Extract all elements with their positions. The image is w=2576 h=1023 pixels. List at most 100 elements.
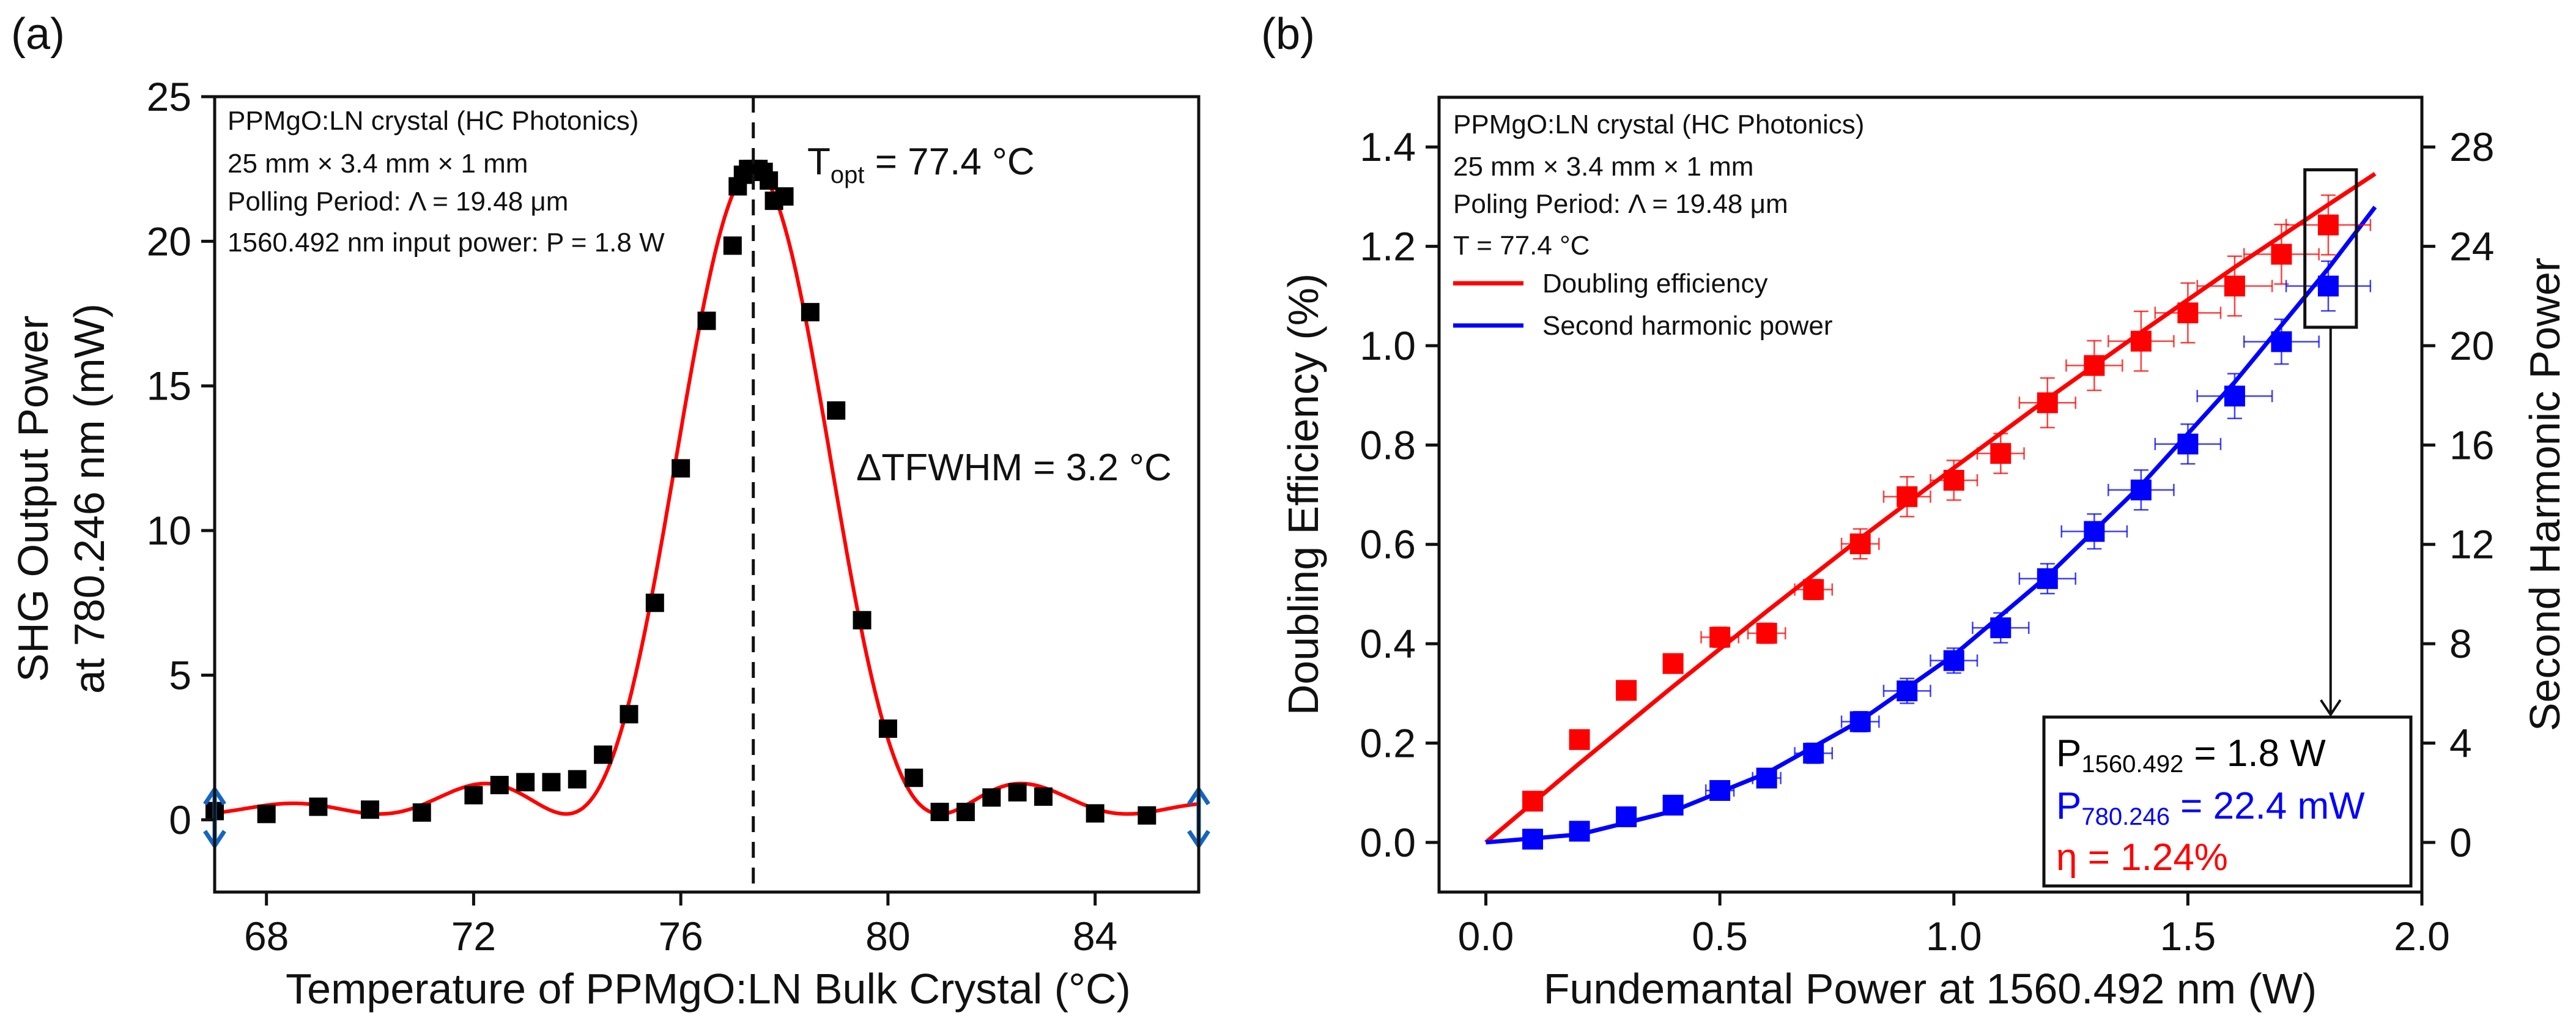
- y-tick-label: 5: [169, 652, 191, 698]
- data-point-efficiency: [1849, 533, 1871, 554]
- data-point-efficiency: [1990, 443, 2012, 464]
- data-point-efficiency: [2037, 392, 2058, 414]
- annotation-text-a: PPMgO:LN crystal (HC Photonics) 25 mm × …: [228, 106, 665, 258]
- data-point-efficiency: [1897, 486, 1918, 507]
- data-point-sh-power: [1990, 617, 2012, 639]
- data-point-efficiency: [1616, 680, 1637, 701]
- y-left-tick-label: 1.0: [1360, 323, 1416, 368]
- data-point-sh-power: [2317, 275, 2339, 297]
- y-axis-label-a-line1: SHG Output Power: [9, 315, 57, 682]
- annotation-line: 1560.492 nm input power: P = 1.8 W: [228, 228, 665, 258]
- y-right-tick-label: 16: [2449, 422, 2494, 467]
- plot-frame-a: [213, 95, 1201, 894]
- y-left-tick-label: 0.0: [1360, 820, 1416, 865]
- data-point: [516, 773, 535, 792]
- data-point: [827, 401, 846, 420]
- panel-label-b: (b): [1261, 10, 1315, 59]
- y-tick-label: 20: [147, 218, 191, 264]
- legend-label-sh-power: Second harmonic power: [1542, 311, 1832, 341]
- result-line-sh: P780.246 = 22.4 mW: [2056, 785, 2365, 830]
- annotation-line: 25 mm × 3.4 mm × 1 mm: [1453, 152, 1753, 182]
- y-right-tick-label: 20: [2449, 323, 2494, 368]
- data-point: [956, 803, 975, 822]
- data-point-sh-power: [1943, 650, 1964, 671]
- y-axis-label-a-line2: at 780.246 nm (mW): [65, 303, 113, 694]
- data-point-sh-power: [2130, 479, 2152, 500]
- data-point-sh-power: [1569, 820, 1590, 842]
- result-prefix: P: [2056, 732, 2081, 775]
- y-left-tick-label: 0.6: [1360, 522, 1416, 567]
- annotation-line: Polling Period: Λ = 19.48 μm: [228, 187, 568, 217]
- data-point: [878, 719, 897, 738]
- data-point: [1008, 783, 1027, 802]
- legend-label-efficiency: Doubling efficiency: [1542, 269, 1768, 299]
- data-point: [464, 786, 483, 805]
- data-point: [801, 303, 820, 322]
- data-point-efficiency: [2177, 302, 2199, 324]
- topt-sub: opt: [831, 162, 865, 188]
- x-tick-label: 68: [244, 913, 289, 959]
- topt-label: Topt = 77.4 °C: [807, 141, 1035, 188]
- y-left-tick-label: 0.2: [1360, 720, 1416, 765]
- y-right-tick-label: 4: [2449, 720, 2472, 765]
- data-point-efficiency: [2130, 330, 2152, 352]
- data-point: [930, 803, 949, 822]
- x-axis-label-b: Fundemantal Power at 1560.492 nm (W): [1544, 965, 2317, 1013]
- data-point-efficiency: [2317, 214, 2339, 236]
- data-points-group: [1522, 194, 2372, 850]
- x-tick-label: 1.5: [2160, 913, 2216, 959]
- data-point-efficiency: [1522, 790, 1544, 812]
- annotation-line: PPMgO:LN crystal (HC Photonics): [228, 106, 638, 136]
- data-point: [620, 705, 638, 724]
- data-point-sh-power: [2224, 385, 2245, 407]
- y-left-tick-label: 0.4: [1360, 621, 1416, 666]
- data-point-efficiency: [2084, 355, 2105, 376]
- data-point-efficiency: [1662, 653, 1684, 674]
- y-tick-label: 0: [169, 797, 191, 843]
- data-point: [568, 770, 587, 789]
- panel-b: (b) 0.0 0.5 1.0 1.5 2.0 0.0 0.2 0.4 0.6 0.8 1.0 1.2…: [1261, 10, 2569, 1013]
- panel-a: (a) 68 72 76 80 84 0 5 10 15 20 25 PPMgO:LN crysta…: [9, 10, 1210, 1013]
- result-box-text: P1560.492 = 1.8 W P780.246 = 22.4 mW η =…: [2056, 732, 2365, 879]
- data-point-sh-power: [2271, 331, 2292, 352]
- x-tick-label: 72: [451, 913, 496, 959]
- topt-suffix: = 77.4 °C: [864, 141, 1034, 183]
- result-suffix: = 22.4 mW: [2170, 785, 2365, 827]
- data-point: [775, 187, 794, 206]
- result-suffix: = 1.8 W: [2183, 732, 2326, 775]
- data-point-efficiency: [1709, 627, 1731, 648]
- y-tick-label: 15: [147, 363, 191, 409]
- annotation-line: 25 mm × 3.4 mm × 1 mm: [228, 149, 528, 179]
- data-point: [853, 611, 872, 630]
- result-sub: 780.246: [2081, 803, 2170, 830]
- y-right-tick-label: 24: [2449, 224, 2494, 269]
- data-point-sh-power: [2177, 433, 2199, 455]
- y-tick-label: 25: [147, 74, 191, 119]
- fwhm-label: ΔTFWHM = 3.2 °C: [856, 447, 1172, 489]
- data-point-sh-power: [2084, 521, 2105, 542]
- data-point-sh-power: [1803, 743, 1824, 764]
- x-tick-label: 0.0: [1458, 913, 1514, 959]
- data-point: [982, 788, 1001, 807]
- y-left-tick-label: 1.2: [1360, 224, 1416, 269]
- x-tick-label: 80: [865, 913, 910, 959]
- data-point-sh-power: [2037, 568, 2058, 589]
- data-point: [905, 768, 923, 787]
- data-point-efficiency: [2224, 275, 2245, 297]
- data-point: [697, 311, 716, 330]
- result-line-efficiency: η = 1.24%: [2056, 836, 2228, 879]
- data-point-efficiency: [1803, 579, 1824, 600]
- y-right-tick-label: 0: [2449, 820, 2472, 865]
- data-point: [1086, 804, 1105, 823]
- x-axis-label-a: Temperature of PPMgO:LN Bulk Crystal (°C…: [286, 965, 1131, 1013]
- result-prefix: P: [2056, 785, 2081, 827]
- result-line-fundamental: P1560.492 = 1.8 W: [2056, 732, 2326, 778]
- x-tick-label: 76: [658, 913, 703, 959]
- data-point: [361, 800, 380, 819]
- data-point: [257, 805, 276, 824]
- tick-group: 68 72 76 80 84 0 5 10 15 20 25: [147, 74, 1118, 959]
- data-point: [672, 459, 690, 478]
- data-point-sh-power: [1897, 680, 1918, 702]
- annotation-line: Poling Period: Λ = 19.48 μm: [1453, 189, 1788, 219]
